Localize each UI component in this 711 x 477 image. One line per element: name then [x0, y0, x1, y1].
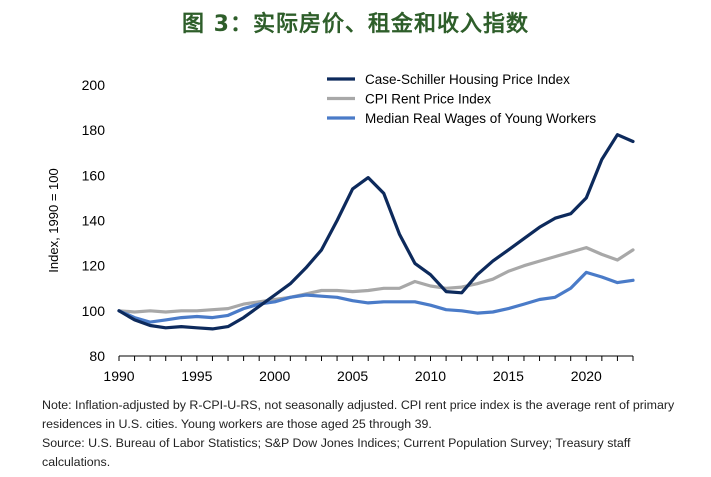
- y-tick-label: 160: [82, 167, 106, 183]
- line-chart: 80 100 120 140 160 180 200 1990 1995 2000 2005 2010…: [46, 72, 635, 384]
- note-text: Note: Inflation-adjusted by R-CPI-U-RS, …: [42, 398, 675, 431]
- legend-label: Case-Schiller Housing Price Index: [365, 72, 570, 87]
- x-tick-label: 2020: [571, 368, 602, 384]
- y-tick-label: 80: [89, 348, 105, 364]
- y-tick-label: 140: [82, 213, 106, 229]
- source-text: Source: U.S. Bureau of Labor Statistics;…: [42, 436, 631, 469]
- y-tick-label: 120: [82, 258, 106, 274]
- y-tick-label: 180: [82, 122, 106, 138]
- x-tick-label: 1995: [181, 368, 212, 384]
- x-tick-label: 2015: [493, 368, 524, 384]
- series-line: [117, 270, 635, 324]
- legend-label: CPI Rent Price Index: [365, 92, 491, 107]
- x-tick-label: 2010: [415, 368, 446, 384]
- legend-label: Median Real Wages of Young Workers: [365, 111, 596, 126]
- x-tick-label: 2000: [259, 368, 290, 384]
- y-axis-label: Index, 1990 = 100: [46, 168, 61, 272]
- x-tick-label: 1990: [103, 368, 134, 384]
- y-tick-label: 200: [82, 77, 106, 93]
- chart-title: 图 3：实际房价、租金和收入指数: [182, 12, 529, 37]
- series-line: [117, 133, 635, 331]
- y-tick-label: 100: [82, 303, 106, 319]
- series-line: [117, 246, 635, 314]
- chart-notes: Note: Inflation-adjusted by R-CPI-U-RS, …: [42, 396, 682, 472]
- x-tick-label: 2005: [337, 368, 368, 384]
